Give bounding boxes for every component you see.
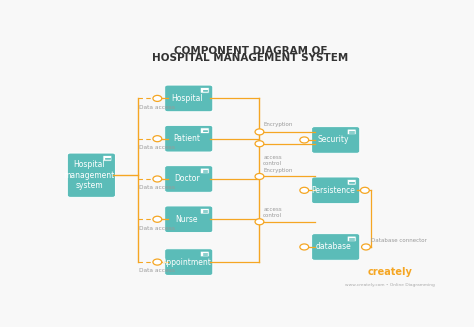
Text: Hospital
management
system: Hospital management system	[64, 160, 115, 190]
Text: Hospital: Hospital	[171, 94, 202, 103]
Text: COMPONENT DIAGRAM OF: COMPONENT DIAGRAM OF	[173, 45, 327, 56]
FancyBboxPatch shape	[164, 125, 213, 152]
Text: Persistence: Persistence	[311, 186, 356, 195]
Circle shape	[300, 137, 309, 143]
Circle shape	[153, 216, 162, 222]
Circle shape	[362, 244, 370, 250]
Text: Database connector: Database connector	[371, 238, 427, 243]
Text: HOSPITAL MANAGEMENT SYSTEM: HOSPITAL MANAGEMENT SYSTEM	[152, 53, 348, 63]
Text: Security: Security	[318, 135, 349, 145]
Text: Encryption: Encryption	[263, 122, 292, 127]
FancyBboxPatch shape	[311, 127, 360, 153]
FancyBboxPatch shape	[164, 85, 213, 112]
Text: Data access: Data access	[139, 185, 175, 190]
Circle shape	[255, 129, 264, 135]
FancyBboxPatch shape	[347, 236, 356, 242]
Circle shape	[255, 141, 264, 147]
FancyBboxPatch shape	[201, 251, 209, 257]
FancyBboxPatch shape	[164, 249, 213, 275]
Text: Doctor: Doctor	[174, 175, 200, 183]
Text: access
control
Encryption: access control Encryption	[263, 155, 292, 173]
Circle shape	[255, 219, 264, 225]
FancyBboxPatch shape	[347, 180, 356, 185]
Text: creately: creately	[367, 267, 412, 277]
Text: Nurse: Nurse	[175, 215, 198, 224]
FancyBboxPatch shape	[201, 128, 209, 133]
Circle shape	[255, 173, 264, 180]
FancyBboxPatch shape	[201, 168, 209, 174]
FancyBboxPatch shape	[347, 129, 356, 135]
FancyBboxPatch shape	[164, 206, 213, 232]
Text: www.creately.com • Online Diagramming: www.creately.com • Online Diagramming	[345, 284, 435, 287]
FancyBboxPatch shape	[164, 166, 213, 192]
FancyBboxPatch shape	[201, 208, 209, 214]
Text: Data access: Data access	[139, 226, 175, 231]
Text: Data access: Data access	[139, 145, 175, 150]
Text: Data access: Data access	[139, 105, 175, 110]
Circle shape	[300, 244, 309, 250]
FancyBboxPatch shape	[201, 88, 209, 93]
FancyBboxPatch shape	[311, 177, 360, 204]
Circle shape	[153, 176, 162, 182]
Text: access
control: access control	[263, 207, 282, 218]
Circle shape	[153, 95, 162, 101]
Circle shape	[360, 187, 369, 193]
Text: Patient: Patient	[173, 134, 200, 143]
Text: Data access: Data access	[139, 268, 175, 273]
FancyBboxPatch shape	[103, 156, 112, 161]
Circle shape	[300, 187, 309, 193]
FancyBboxPatch shape	[311, 233, 360, 260]
FancyBboxPatch shape	[67, 153, 116, 198]
Text: database: database	[316, 242, 351, 251]
Circle shape	[153, 259, 162, 265]
Circle shape	[153, 136, 162, 142]
Text: Appointment: Appointment	[162, 258, 211, 267]
